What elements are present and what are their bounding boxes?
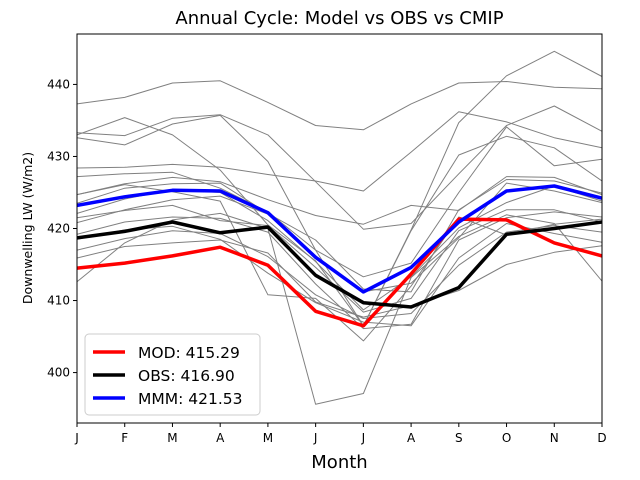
cmip-7-line	[77, 176, 602, 225]
x-tick-label: F	[121, 431, 128, 445]
y-tick-label: 400	[47, 366, 70, 380]
x-tick-label: A	[216, 431, 225, 445]
y-axis-label: Downwelling LW (W/m2)	[20, 152, 35, 304]
cmip-14-line	[77, 225, 602, 319]
cmip-5-line	[77, 111, 602, 192]
x-tick-label: S	[455, 431, 463, 445]
cmip-8-line	[77, 179, 602, 293]
legend: MOD: 415.29 OBS: 416.90 MMM: 421.53	[84, 333, 261, 416]
legend-label-mod: MOD: 415.29	[138, 344, 240, 362]
cmip-3-line	[77, 50, 602, 327]
x-tick-label: M	[263, 431, 273, 445]
x-tick-label: N	[550, 431, 559, 445]
x-tick-label: J	[361, 431, 366, 445]
x-tick-label: A	[407, 431, 416, 445]
x-tick-label: M	[167, 431, 177, 445]
obs-series-line	[77, 220, 602, 309]
cmip-6-line	[77, 126, 602, 278]
highlight-series-lines	[77, 184, 602, 328]
mod-series-line	[77, 217, 602, 328]
legend-box	[84, 333, 261, 416]
x-tick-label: D	[597, 431, 606, 445]
x-axis-label: Month	[311, 452, 367, 473]
cmip-2-line	[77, 105, 602, 230]
x-tick-label: J	[74, 431, 79, 445]
y-tick-label: 420	[47, 222, 70, 236]
cmip-1-line	[77, 80, 602, 131]
chart-title: Annual Cycle: Model vs OBS vs CMIP	[175, 8, 503, 29]
y-tick-label: 430	[47, 149, 70, 163]
y-axis: 400 410 420 430 440	[47, 77, 77, 380]
x-tick-label: J	[313, 431, 318, 445]
y-tick-label: 440	[47, 77, 70, 91]
cmip-15-line	[77, 239, 602, 318]
legend-label-obs: OBS: 416.90	[138, 367, 235, 385]
mmm-series-line	[77, 184, 602, 294]
y-tick-label: 410	[47, 294, 70, 308]
x-tick-label: O	[502, 431, 511, 445]
legend-label-mmm: MMM: 421.53	[138, 390, 243, 408]
